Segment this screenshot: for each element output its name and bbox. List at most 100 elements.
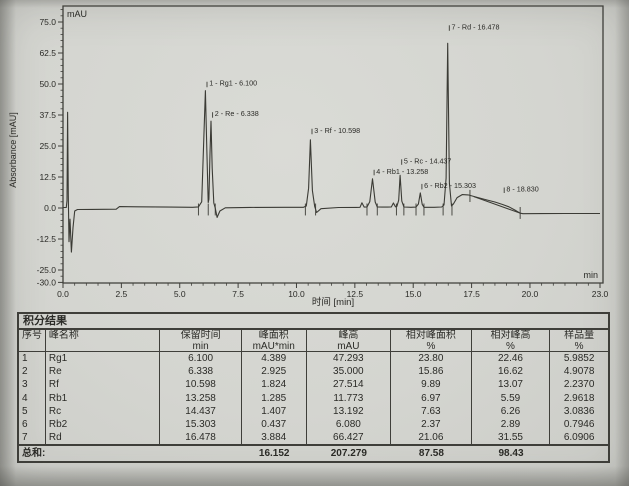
y-tick-label: 62.5: [39, 48, 56, 58]
table-row: 7 Rd 16.478 3.884 66.427 21.06 31.55 6.0906: [19, 431, 608, 445]
table-cell: 15.303: [160, 417, 242, 432]
table-cell: Rc: [46, 404, 161, 418]
peak8-skim-baseline: [473, 196, 521, 214]
table-cell: 9.89: [391, 378, 472, 392]
table-row: 1 Rg1 6.100 4.389 47.293 23.80 22.46 5.9852: [19, 352, 608, 366]
table-cell: 31.55: [472, 431, 551, 445]
peak-label: 3 - Rf - 10.598: [314, 126, 360, 135]
plot-border: [62, 5, 604, 284]
table-cell: 3.884: [242, 431, 307, 445]
x-tick-label: 23.0: [592, 289, 609, 299]
x-tick-label: 2.5: [115, 289, 127, 299]
table-cell: Rb1: [46, 391, 161, 405]
y-tick-label: 25.0: [39, 141, 56, 151]
table-cell: 4: [19, 391, 46, 405]
table-cell: 14.437: [160, 404, 242, 418]
table-cell: 16.62: [472, 365, 551, 379]
table-cell: Rd: [46, 431, 161, 445]
table-row: 6 Rb2 15.303 0.437 6.080 2.37 2.89 0.7946: [19, 417, 608, 432]
table-cell: 2.925: [242, 365, 307, 379]
column-header: 保留时间 min: [160, 330, 242, 351]
y-tick-label: -30.0: [37, 277, 57, 287]
table-cell: 4.389: [242, 352, 307, 366]
y-tick-label: 50.0: [39, 79, 56, 89]
x-tick-label: 7.5: [232, 289, 244, 299]
table-cell: 15.86: [391, 365, 472, 379]
table-cell: 1: [19, 352, 46, 366]
table-cell: 13.07: [472, 378, 551, 392]
totals-value: 16.152: [258, 448, 290, 460]
table-body: 1 Rg1 6.100 4.389 47.293 23.80 22.46 5.9852 2 Re 6…: [19, 352, 608, 445]
peak-label: 8 - 18.830: [506, 185, 538, 194]
table-cell: 7: [19, 431, 46, 445]
y-tick-label: 75.0: [39, 17, 56, 27]
column-header: 序号: [19, 330, 46, 351]
totals-value: 98.43: [498, 448, 524, 460]
table-cell: 6: [19, 417, 46, 432]
peak-label: 2 - Re - 6.338: [215, 109, 259, 118]
table-cell: 3.0836: [563, 405, 595, 417]
y-tick-label: 37.5: [39, 110, 56, 120]
table-cell: 27.514: [307, 378, 392, 392]
totals-value: [160, 446, 242, 461]
table-cell: 47.293: [307, 352, 392, 366]
table-cell: 2.9618: [563, 392, 595, 404]
table-cell: 13.192: [307, 404, 392, 418]
table-cell: 7.63: [391, 404, 472, 418]
integration-results-table: 积分结果 序号 峰名称 保留时间 min 峰面积 mAU*min 峰高 mAU 相对峰面积% 相对…: [17, 312, 610, 464]
table-row: 5 Rc 14.437 1.407 13.192 7.63 6.26 3.0836: [19, 404, 608, 418]
peak-label: 5 - Rc - 14.437: [404, 156, 452, 165]
table-cell: 1.824: [242, 378, 307, 392]
y-tick-label: -25.0: [37, 265, 57, 275]
y-tick-label: 0.0: [44, 203, 56, 213]
y-axis-title: Absorbance [mAU]: [8, 112, 18, 188]
x-tick-label: 15.0: [405, 289, 422, 299]
table-cell: 2.37: [391, 417, 472, 432]
totals-value: [550, 446, 608, 461]
table-cell: Rf: [46, 378, 161, 392]
y-unit-label: mAU: [67, 9, 87, 19]
table-cell: 66.427: [307, 431, 392, 445]
table-cell: 6.080: [307, 417, 392, 432]
table-cell: 2.2370: [563, 379, 595, 391]
column-header: 峰名称: [46, 330, 161, 351]
table-cell: 0.7946: [563, 418, 595, 430]
table-cell: 11.773: [307, 391, 392, 405]
table-header-row: 序号 峰名称 保留时间 min 峰面积 mAU*min 峰高 mAU 相对峰面积% 相对峰高% 样品…: [19, 330, 608, 352]
table-title: 积分结果: [19, 314, 608, 330]
table-cell: 21.06: [391, 431, 472, 445]
table-cell: 6.0906: [563, 432, 595, 444]
chromatogram-trace: [63, 42, 600, 253]
x-tick-label: 0.0: [57, 289, 69, 299]
column-header: 相对峰高%: [472, 330, 551, 351]
table-row: 4 Rb1 13.258 1.285 11.773 6.97 5.59 2.9618: [19, 391, 608, 405]
table-cell: 6.100: [160, 352, 242, 366]
table-cell: 0.437: [242, 417, 307, 432]
table-totals-row: 总和: 16.152 207.279 87.58 98.43: [19, 444, 608, 461]
table-cell: Rg1: [46, 352, 161, 366]
table-cell: 6.97: [391, 391, 472, 405]
table-cell: 6.26: [472, 404, 551, 418]
table-cell: 2.89: [472, 417, 551, 432]
table-cell: 13.258: [160, 391, 242, 405]
peak-label: 6 - Rb2 - 15.303: [424, 181, 476, 190]
table-cell: 5.9852: [563, 353, 595, 364]
table-cell: 22.46: [472, 352, 551, 366]
table-cell: 35.000: [307, 365, 392, 379]
table-cell: 5.59: [472, 391, 551, 405]
table-cell: 3: [19, 378, 46, 392]
x-tick-label: 12.5: [347, 289, 364, 299]
table-row: 2 Re 6.338 2.925 35.000 15.86 16.62 4.9078: [19, 365, 608, 379]
y-tick-label: -12.5: [37, 234, 57, 244]
table-cell: 23.80: [391, 352, 472, 366]
table-cell: 6.338: [160, 365, 242, 379]
column-header: 峰面积 mAU*min: [242, 330, 307, 351]
column-header: 峰高 mAU: [307, 330, 392, 351]
chromatogram-chart: 75.0 62.5 50.0 37.5 25.0 12.5 0.0 -12.5 -25.0 -30…: [8, 5, 609, 308]
table-cell: 16.478: [160, 431, 242, 445]
x-axis-title: 时间 [min]: [312, 296, 354, 308]
table-cell: 1.285: [242, 391, 307, 405]
column-header: 相对峰面积%: [391, 330, 472, 351]
x-tick-label: 5.0: [174, 289, 186, 299]
table-row: 3 Rf 10.598 1.824 27.514 9.89 13.07 2.2370: [19, 378, 608, 392]
